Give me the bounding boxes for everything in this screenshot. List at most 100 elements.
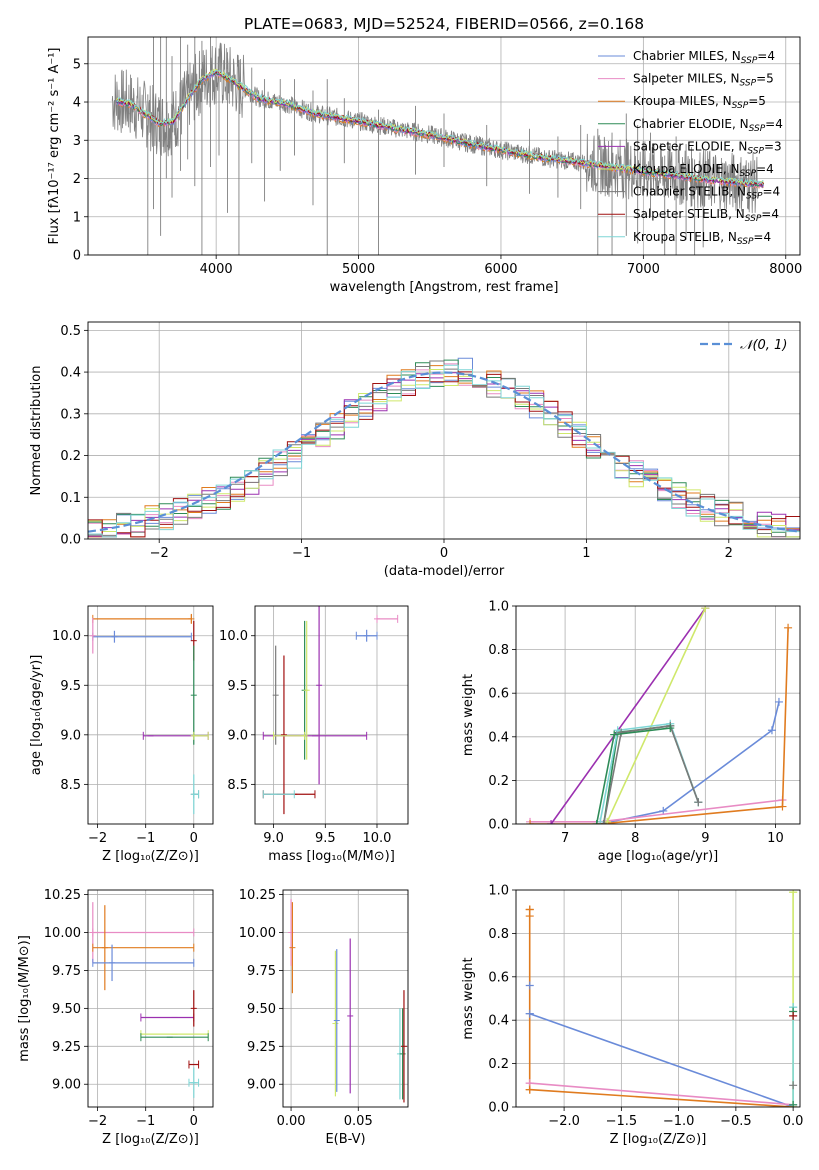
panel-age_vs_mass: 9.0 9.5 10.0 8.5 9.0 9.5 10.0 mass [log₁₀(M/M⊙)… — [219, 605, 409, 864]
ticks-mass_weight_vs_age: 7 8 9 10 0.0 0.2 0.4 0.6 0.8 1.0 — [488, 600, 783, 847]
y-tick-label: 9.75 — [52, 964, 81, 979]
y-tick-label: 0.6 — [488, 687, 509, 702]
gaussian-reference-line — [88, 371, 800, 533]
figure-title: PLATE=0683, MJD=52524, FIBERID=0566, z=0… — [244, 15, 644, 33]
errorbar-point — [332, 950, 339, 1097]
y-tick-label: 0.4 — [488, 1014, 509, 1029]
x-tick-label: 9.5 — [315, 831, 336, 846]
panel-mass_vs_Z: −2 −1 0 9.00 9.25 9.50 9.75 10.00 10.25 Z [log₁₀(… — [17, 888, 214, 1147]
weight-marker — [778, 802, 787, 811]
observed-spectrum-line — [111, 42, 758, 214]
legend-entry: Chabrier STELIB, NSSP=4 — [633, 185, 780, 202]
x-tick-label: 4000 — [200, 262, 233, 277]
weight-line — [529, 1012, 794, 1107]
x-tick-label: −1.0 — [663, 1114, 695, 1129]
x-axis-label: age [log₁₀(age/yr)] — [598, 849, 719, 864]
weight-series — [599, 721, 703, 824]
errorbar-point — [303, 620, 310, 760]
x-tick-label: 10 — [767, 831, 784, 846]
x-tick-label: −2 — [88, 831, 107, 846]
weight-marker — [599, 820, 608, 824]
weight-marker — [789, 1011, 798, 1020]
y-tick-label: 8.5 — [227, 778, 248, 793]
y-tick-label: 0.8 — [488, 927, 509, 942]
y-tick-label: 9.0 — [227, 728, 248, 743]
y-tick-label: 1.0 — [488, 884, 509, 899]
errorbar-point — [347, 938, 354, 1094]
y-tick-label: 9.25 — [52, 1040, 81, 1055]
ticks-mass_vs_Z: −2 −1 0 9.00 9.25 9.50 9.75 10.00 10.25 — [44, 888, 198, 1129]
y-tick-label: 10.0 — [52, 629, 81, 644]
weight-marker — [789, 1081, 798, 1090]
x-tick-label: 5000 — [342, 262, 375, 277]
residual-histogram — [88, 369, 800, 538]
plot-area-residuals — [88, 322, 800, 539]
weight-line — [529, 1082, 794, 1106]
y-tick-label: 0.4 — [488, 730, 509, 745]
weight-marker — [525, 912, 534, 921]
y-axis-label: Flux [fλ10⁻¹⁷ erg cm⁻² s⁻¹ A⁻¹] — [47, 48, 62, 245]
y-tick-label: 0.0 — [488, 1101, 509, 1116]
x-axis-label: wavelength [Angstrom, rest frame] — [330, 280, 559, 295]
axes-frame-spectrum — [87, 36, 801, 256]
errorbar-point — [316, 606, 323, 785]
x-axis-label: Z [log₁₀(Z/Z⊙)] — [610, 1132, 707, 1147]
x-tick-label: 6000 — [484, 262, 517, 277]
errorbar-point — [273, 731, 308, 740]
residual-histogram — [88, 371, 800, 538]
axes-frame-age_vs_Z — [87, 605, 214, 825]
errorbar-point — [190, 990, 197, 1027]
y-tick-label: 1.0 — [488, 600, 509, 615]
plot-area-mass_weight_vs_Z — [516, 890, 800, 1107]
axes-frame-age_vs_mass — [254, 605, 409, 825]
x-tick-label: 0.0 — [783, 1114, 804, 1129]
y-tick-label: 10.00 — [239, 926, 276, 941]
legend-entry: Salpeter STELIB, NSSP=4 — [633, 207, 779, 224]
weight-marker — [666, 724, 675, 733]
x-tick-label: −2 — [150, 546, 169, 561]
legend-entry: Chabrier ELODIE, NSSP=4 — [633, 117, 783, 134]
y-tick-label: 9.25 — [247, 1040, 276, 1055]
y-tick-label: 0.4 — [60, 366, 81, 381]
x-tick-label: −1 — [136, 831, 155, 846]
weight-series — [592, 724, 675, 824]
panel-age_vs_Z: −2 −1 0 8.5 9.0 9.5 10.0 Z [log₁₀(Z/Z⊙)] age [lo… — [29, 605, 214, 864]
axes-frame-mass_weight_vs_age — [515, 605, 801, 825]
y-tick-label: 0.2 — [488, 774, 509, 789]
plot-area-spectrum — [88, 37, 800, 255]
y-tick-label: 5 — [73, 57, 81, 72]
weight-marker — [767, 726, 776, 735]
x-tick-label: 2 — [725, 546, 733, 561]
weight-marker — [789, 1100, 798, 1107]
plot-area-mass_weight_vs_age — [516, 606, 800, 824]
weight-marker — [784, 623, 793, 632]
x-axis-label: mass [log₁₀(M/M⊙)] — [268, 849, 395, 864]
weight-marker — [525, 1009, 534, 1018]
grid-age_vs_mass — [255, 606, 408, 824]
y-axis-label: mass weight — [461, 674, 476, 756]
y-tick-label: 10.25 — [239, 888, 276, 903]
weight-marker — [525, 981, 534, 990]
x-tick-label: 8 — [631, 831, 639, 846]
y-tick-label: 1 — [73, 210, 81, 225]
errorbar-point — [288, 899, 295, 966]
weight-line — [602, 725, 700, 824]
errorbar-point — [89, 902, 195, 963]
x-axis-label: E(B-V) — [325, 1132, 365, 1147]
plot-area-age_vs_Z — [88, 606, 213, 824]
y-axis-label: mass [log₁₀(M/M⊙)] — [17, 935, 32, 1062]
y-tick-label: 0.0 — [488, 818, 509, 833]
legend-entry: Salpeter MILES, NSSP=5 — [633, 72, 774, 89]
y-tick-label: 9.0 — [60, 728, 81, 743]
errorbar-point — [373, 614, 399, 623]
weight-marker — [526, 820, 535, 824]
y-tick-label: 9.5 — [227, 679, 248, 694]
x-tick-label: 8000 — [769, 262, 802, 277]
errorbar-point — [188, 1067, 200, 1098]
x-axis-label: (data-model)/error — [384, 564, 505, 579]
y-tick-label: 3 — [73, 134, 81, 149]
x-tick-label: −0.5 — [720, 1114, 752, 1129]
x-tick-label: 0 — [440, 546, 448, 561]
